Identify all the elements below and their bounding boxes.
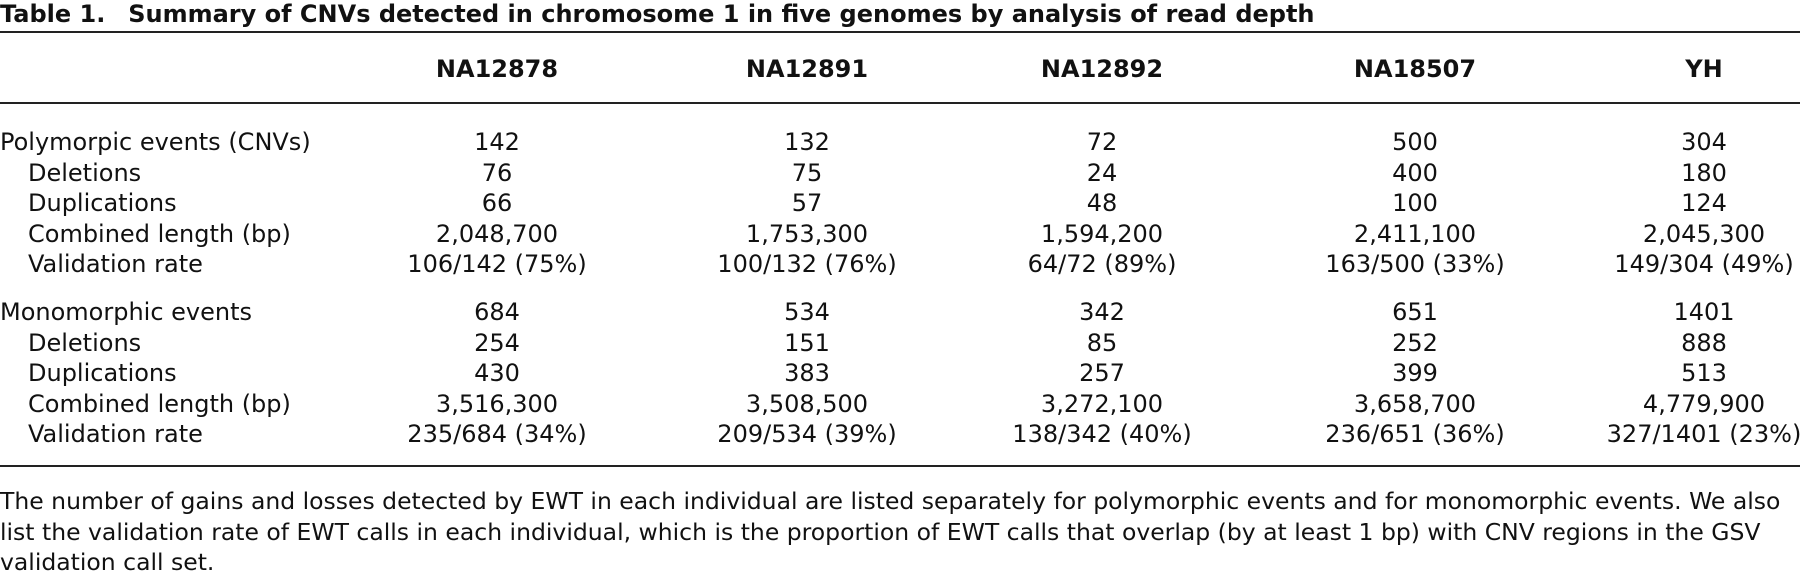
cell: 400 <box>1392 158 1438 187</box>
column-header: NA12878 <box>435 55 559 83</box>
cell: 151 <box>784 328 830 357</box>
rule <box>0 465 1800 467</box>
cell: 100/132 (76%) <box>717 250 897 279</box>
cell: 236/651 (36%) <box>1325 420 1505 449</box>
cell: 24 <box>1086 158 1118 187</box>
footnote: The number of gains and losses detected … <box>0 487 1781 576</box>
cell: 4,779,900 <box>1642 389 1766 418</box>
cell: 513 <box>1681 359 1727 388</box>
cell: 64/72 (89%) <box>1027 250 1177 279</box>
cell: 342 <box>1079 298 1125 326</box>
cell: 209/534 (39%) <box>717 420 897 449</box>
rule <box>0 31 1800 33</box>
cell: 75 <box>791 158 823 187</box>
cell: 149/304 (49%) <box>1614 250 1794 279</box>
row-label: Deletions <box>28 158 142 187</box>
table-title: Table 1. Summary of CNVs detected in chr… <box>0 0 1315 28</box>
rule <box>0 102 1800 104</box>
cell: 3,516,300 <box>435 389 559 418</box>
cell: 180 <box>1681 158 1727 187</box>
row-label: Monomorphic events <box>0 298 253 326</box>
cell: 57 <box>791 189 823 218</box>
cell: 257 <box>1079 359 1125 388</box>
table-label: Table 1. <box>0 0 106 28</box>
cell: 327/1401 (23%) <box>1606 420 1800 449</box>
column-header: NA18507 <box>1353 55 1477 83</box>
cell: 163/500 (33%) <box>1325 250 1505 279</box>
cell: 48 <box>1086 189 1118 218</box>
cell: 2,048,700 <box>435 219 559 248</box>
cell: 106/142 (75%) <box>407 250 587 279</box>
cell: 3,272,100 <box>1040 389 1164 418</box>
cell: 2,411,100 <box>1353 219 1477 248</box>
cell: 304 <box>1681 128 1727 156</box>
cell: 1,753,300 <box>745 219 869 248</box>
cell: 888 <box>1681 328 1727 357</box>
row-label: Duplications <box>28 359 177 388</box>
cell: 2,045,300 <box>1642 219 1766 248</box>
cell: 142 <box>474 128 520 156</box>
cell: 138/342 (40%) <box>1012 420 1192 449</box>
row-label: Deletions <box>28 328 142 357</box>
table-caption: Summary of CNVs detected in chromosome 1… <box>128 0 1315 28</box>
row-label: Validation rate <box>28 250 203 279</box>
cell: 252 <box>1392 328 1438 357</box>
cell: 132 <box>784 128 830 156</box>
cell: 3,508,500 <box>745 389 869 418</box>
cell: 383 <box>784 359 830 388</box>
cell: 684 <box>474 298 520 326</box>
cell: 430 <box>474 359 520 388</box>
cell: 85 <box>1086 328 1118 357</box>
row-label: Combined length (bp) <box>28 389 291 418</box>
row-label: Duplications <box>28 189 177 218</box>
cell: 500 <box>1392 128 1438 156</box>
column-header: NA12891 <box>745 55 869 83</box>
row-label: Polymorpic events (CNVs) <box>0 128 311 156</box>
cell: 3,658,700 <box>1353 389 1477 418</box>
cell: 1,594,200 <box>1040 219 1164 248</box>
cell: 1401 <box>1673 298 1735 326</box>
cell: 254 <box>474 328 520 357</box>
column-header: YH <box>1685 55 1723 83</box>
cell: 235/684 (34%) <box>407 420 587 449</box>
cell: 72 <box>1086 128 1118 156</box>
cell: 399 <box>1392 359 1438 388</box>
row-label: Combined length (bp) <box>28 219 291 248</box>
cell: 651 <box>1392 298 1438 326</box>
cell: 76 <box>481 158 513 187</box>
cell: 124 <box>1681 189 1727 218</box>
column-header: NA12892 <box>1040 55 1164 83</box>
cell: 534 <box>784 298 830 326</box>
cell: 100 <box>1392 189 1438 218</box>
cell: 66 <box>481 189 513 218</box>
row-label: Validation rate <box>28 420 203 449</box>
